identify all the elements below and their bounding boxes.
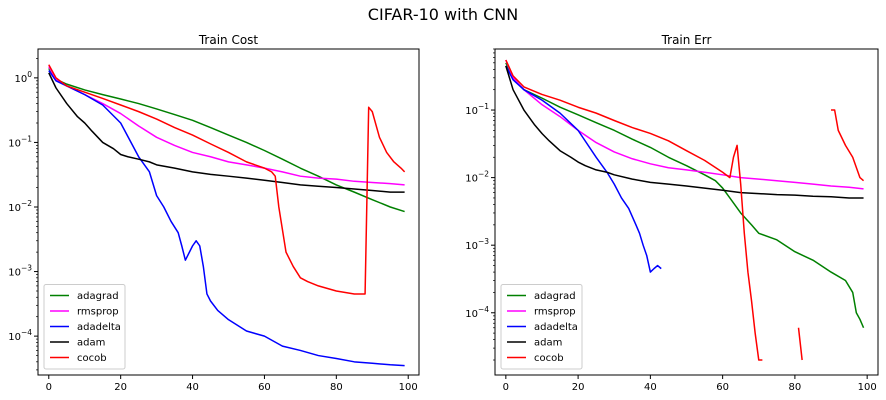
- series-group: [505, 59, 865, 361]
- legend-box: [43, 284, 126, 370]
- legend-label-adadelta: adadelta: [534, 322, 578, 333]
- y-tick-label: 10−2: [8, 199, 32, 214]
- series-line-adam: [505, 65, 864, 199]
- x-tick-label: 20: [114, 382, 127, 393]
- y-tick-label: 10−3: [8, 264, 32, 279]
- legend-label-cocob: cocob: [77, 353, 107, 364]
- series-line-adagrad: [48, 68, 405, 213]
- x-tick-label: 0: [46, 382, 52, 393]
- y-tick-label: 10−4: [8, 328, 32, 343]
- figure-title: CIFAR-10 with CNN: [368, 5, 518, 24]
- legend-label-rmsprop: rmsprop: [77, 307, 119, 318]
- chart-train-err: Train Err 0 20 40 60 80 100 10−1 10−2 10−3 10−4 a…: [465, 33, 879, 393]
- y-tick-label: 10−1: [465, 102, 489, 117]
- chart-title: Train Cost: [198, 33, 259, 47]
- x-tick-label: 100: [399, 382, 418, 393]
- series-line-adagrad: [505, 62, 865, 329]
- legend-label-adam: adam: [534, 338, 562, 349]
- series-line-cocob: [505, 59, 865, 361]
- y-tick-label: 100: [14, 70, 32, 85]
- legend-box: [500, 284, 583, 370]
- tick-group: 0 20 40 60 80 100 10−1 10−2 10−3 10−4: [465, 48, 877, 393]
- chart-title: Train Err: [661, 33, 712, 47]
- x-tick-label: 40: [644, 382, 657, 393]
- y-tick-label: 10−1: [8, 134, 32, 149]
- legend-label-adagrad: adagrad: [534, 291, 576, 302]
- series-line-cocob: [48, 64, 406, 295]
- x-tick-label: 100: [858, 382, 877, 393]
- legend-label-adagrad: adagrad: [77, 291, 119, 302]
- legend-label-rmsprop: rmsprop: [534, 307, 576, 318]
- tick-group: 0 20 40 60 80 100 100 10−1 10−2 10−3 10−4: [8, 58, 418, 393]
- x-tick-label: 20: [572, 382, 585, 393]
- chart-train-cost: Train Cost 0 20 40 60 80 100 100 10−1 10−2 10−3 10…: [8, 33, 420, 393]
- plot-area: [494, 48, 879, 376]
- legend-label-adadelta: adadelta: [77, 322, 121, 333]
- legend: adagrad rmsprop adadelta adam cocob: [500, 284, 583, 370]
- series-line-adadelta: [505, 65, 662, 273]
- x-tick-label: 0: [503, 382, 509, 393]
- y-tick-label: 10−2: [465, 170, 489, 185]
- y-tick-label: 10−4: [465, 305, 489, 320]
- series-line-rmsprop: [48, 66, 405, 186]
- legend-label-cocob: cocob: [534, 353, 564, 364]
- x-tick-label: 80: [330, 382, 343, 393]
- legend: adagrad rmsprop adadelta adam cocob: [43, 284, 126, 370]
- plot-area: [37, 48, 420, 376]
- series-line-adam: [48, 72, 405, 193]
- series-line-rmsprop: [505, 59, 864, 190]
- series-group: [48, 64, 406, 367]
- legend-label-adam: adam: [77, 338, 105, 349]
- x-tick-label: 80: [789, 382, 802, 393]
- x-tick-label: 60: [716, 382, 729, 393]
- series-line-adadelta: [48, 70, 405, 367]
- y-tick-label: 10−3: [465, 237, 489, 252]
- x-tick-label: 60: [258, 382, 271, 393]
- x-tick-label: 40: [186, 382, 199, 393]
